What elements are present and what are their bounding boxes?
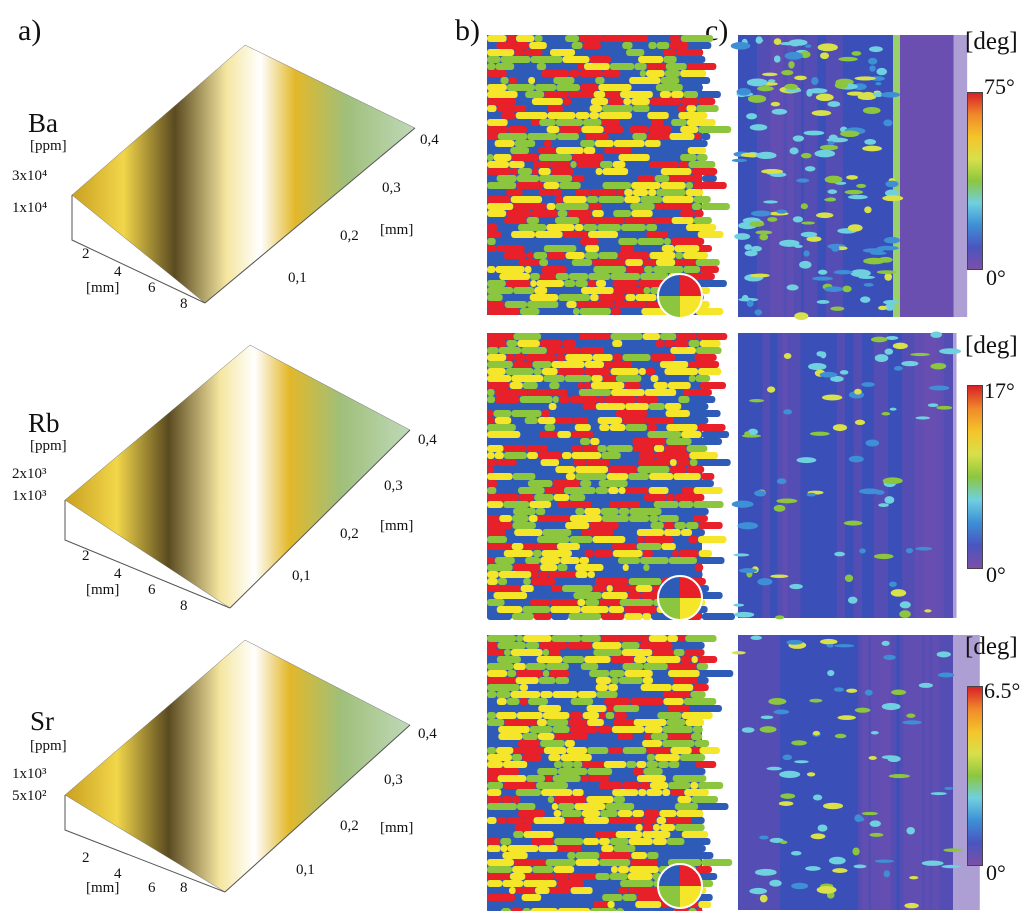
angle-map-sr (731, 635, 980, 910)
panel-label-b: b) (455, 14, 480, 47)
y-tick-ba-4: 0,4 (420, 132, 439, 148)
x-unit-ba: [mm] (86, 280, 120, 296)
x-tick-ba-2: 4 (114, 264, 122, 280)
scale-max-rb: 17° (984, 378, 1015, 403)
orientation-map-sr-graphic (487, 635, 734, 911)
x-tick-rb-4: 8 (180, 598, 188, 614)
element-label-rb: Rb (28, 408, 60, 438)
angle-map-rb-graphic (731, 331, 962, 620)
colorbar-rb (967, 385, 983, 569)
z-tick-ba-1: 3x10⁴ (12, 168, 48, 184)
deg-label-ba: [deg] (965, 28, 1018, 55)
y-unit-sr: [mm] (380, 820, 414, 836)
scale-min-sr: 0° (986, 860, 1006, 885)
y-unit-rb: [mm] (380, 518, 414, 534)
x-tick-sr-4: 8 (180, 880, 188, 896)
unit-rb: [ppm] (30, 438, 67, 454)
y-tick-ba-3: 0,3 (382, 180, 401, 196)
scale-min-ba: 0° (986, 265, 1006, 290)
x-tick-rb-2: 4 (114, 566, 122, 582)
orientation-map-ba-graphic (487, 35, 732, 315)
z-tick-sr-1: 1x10³ (12, 766, 47, 782)
z-tick-sr-2: 5x10² (12, 788, 47, 804)
x-tick-ba-3: 6 (148, 280, 156, 296)
angle-map-ba-graphic (730, 35, 968, 320)
x-tick-sr-3: 6 (148, 880, 156, 896)
y-tick-ba-2: 0,2 (340, 228, 359, 244)
quadrant-legend-icon-2 (657, 575, 703, 621)
angle-map-ba (730, 35, 968, 320)
y-tick-sr-2: 0,2 (340, 818, 359, 834)
x-tick-sr-2: 4 (114, 866, 122, 882)
angle-map-rb (731, 331, 962, 620)
orientation-map-sr (487, 635, 734, 911)
orientation-map-ba (487, 35, 732, 315)
deg-label-sr: [deg] (965, 633, 1018, 660)
x-unit-rb: [mm] (86, 582, 120, 598)
quadrant-legend-icon-3 (657, 863, 703, 909)
orientation-map-rb-graphic (487, 333, 736, 620)
y-tick-rb-2: 0,2 (340, 526, 359, 542)
scale-min-rb: 0° (986, 562, 1006, 587)
colorbar-ba (967, 92, 983, 270)
y-tick-sr-3: 0,3 (384, 772, 403, 788)
angle-map-sr-graphic (731, 635, 980, 910)
z-tick-rb-2: 1x10³ (12, 488, 47, 504)
x-tick-sr-1: 2 (82, 850, 90, 866)
orientation-map-rb (487, 333, 736, 620)
colorbar-sr (967, 686, 983, 866)
y-tick-rb-3: 0,3 (384, 478, 403, 494)
x-tick-ba-4: 8 (180, 296, 188, 312)
x-tick-rb-3: 6 (148, 582, 156, 598)
element-label-sr: Sr (30, 706, 55, 736)
y-tick-ba-1: 0,1 (288, 270, 307, 286)
z-tick-rb-1: 2x10³ (12, 466, 47, 482)
element-label-ba: Ba (28, 108, 58, 138)
quadrant-legend-icon-1 (657, 273, 703, 319)
panel-label-a: a) (18, 14, 42, 47)
unit-sr: [ppm] (30, 738, 67, 754)
y-tick-rb-4: 0,4 (418, 432, 437, 448)
x-unit-sr: [mm] (86, 880, 120, 896)
x-tick-rb-1: 2 (82, 548, 90, 564)
scale-max-sr: 6.5° (984, 678, 1021, 703)
scale-max-ba: 75° (984, 74, 1015, 99)
y-tick-sr-1: 0,1 (296, 862, 315, 878)
unit-ba: [ppm] (30, 138, 67, 154)
deg-label-rb: [deg] (965, 332, 1018, 359)
y-unit-ba: [mm] (380, 222, 414, 238)
y-tick-sr-4: 0,4 (418, 726, 437, 742)
x-tick-ba-1: 2 (82, 246, 90, 262)
z-tick-ba-2: 1x10⁴ (12, 200, 48, 216)
y-tick-rb-1: 0,1 (292, 568, 311, 584)
